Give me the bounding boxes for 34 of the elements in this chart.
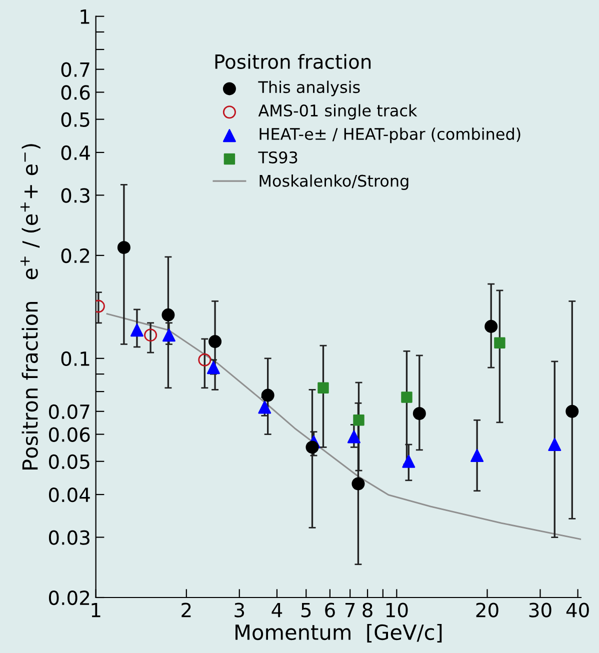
x-tick-label: 1 [92,602,100,618]
x-tick-label: 2 [182,602,191,618]
x-tick-label: 5 [301,602,311,618]
y-tick-label: 0.3 [61,188,90,203]
x-tick-label: 3 [234,602,244,618]
y-tick-label: 0.2 [61,248,90,264]
x-axis-title: Momentum [GeV/c] [236,624,442,643]
x-tick-label: 8 [362,602,372,618]
y-tick-label: 1 [80,10,90,24]
x-tick-label: 6 [325,602,335,618]
x-tick-label: 30 [529,602,552,618]
y-tick-label: 0.5 [61,112,90,127]
y-tick-label: 0.04 [48,487,90,502]
x-tick-label: 4 [272,602,282,618]
y-tick-label: 0.06 [48,427,90,442]
y-tick-label: 0.02 [48,590,90,606]
legend-title: Positron fraction [215,54,371,69]
x-tick-label: 10 [386,602,408,618]
x-tick-label: 40 [566,602,589,618]
legend-label: AMS-01 single track [258,104,418,120]
y-tick-label: 0.4 [61,145,90,160]
legend-label: This analysis [258,80,360,96]
y-tick-label: 0.03 [48,530,90,545]
legend-label: TS93 [258,151,298,164]
y-tick-label: 0.05 [48,454,90,470]
y-tick-label: 0.07 [48,404,90,420]
legend-label: HEAT-e± / HEAT-pbar (combined) [260,128,520,144]
y-tick-label: 0.7 [61,62,90,77]
x-tick-label: 7 [345,602,355,618]
legend-label: Moskalenko/Strong [260,174,408,190]
y-axis-title: Positron fraction e$^{+}$ / (e$^{+}$+ e$^{−}$) [20,144,40,470]
x-tick-label: 20 [476,602,498,618]
y-tick-label: 0.6 [61,85,90,100]
y-tick-label: 0.1 [61,351,90,366]
